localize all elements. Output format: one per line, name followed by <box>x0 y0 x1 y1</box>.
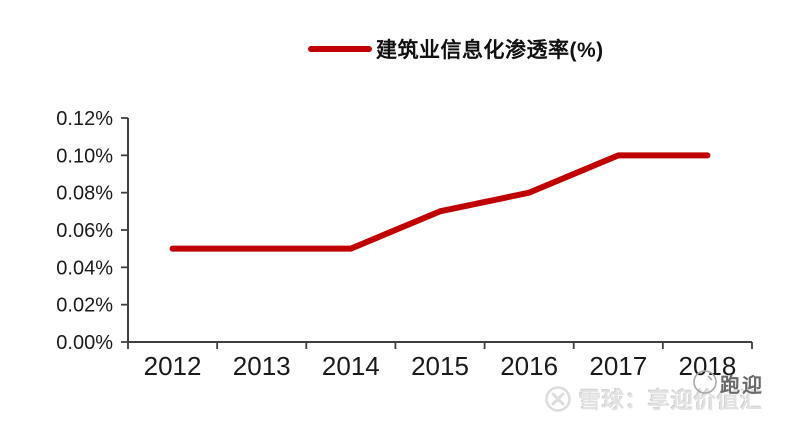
legend-line-swatch <box>308 46 372 52</box>
watermark-text: 雪球：享迎价值汇 <box>579 388 764 413</box>
watermark: 雪球：享迎价值汇 <box>544 383 763 415</box>
x-axis-tick-label: 2012 <box>144 351 202 381</box>
legend-label: 建筑业信息化渗透率(%) <box>376 39 604 62</box>
overlay-watermark-text: 跑迎 <box>720 375 764 397</box>
overlay-watermark: 跑迎 <box>692 369 764 398</box>
series-line <box>169 152 711 252</box>
x-axis-tick-label: 2017 <box>589 351 647 381</box>
x-axis-tick-label: 2015 <box>411 351 469 381</box>
x-axis-tick-label: 2014 <box>322 351 380 381</box>
y-axis-tick-label: 0.04% <box>56 257 113 279</box>
xueqiu-logo-icon <box>545 386 571 412</box>
y-axis-tick-label: 0.06% <box>56 220 113 242</box>
overlay-circle-icon <box>693 370 717 394</box>
y-axis-tick-label: 0.12% <box>56 108 113 130</box>
y-axis-tick-label: 0.02% <box>56 295 113 317</box>
x-axis-tick-label: 2016 <box>500 351 558 381</box>
y-axis-tick-label: 0.00% <box>56 332 113 354</box>
y-axis-tick-label: 0.10% <box>56 145 113 167</box>
x-axis-tick-label: 2018 <box>679 351 737 381</box>
chart-legend: 建筑业信息化渗透率(%) <box>308 37 604 62</box>
x-axis-tick-label: 2013 <box>233 351 291 381</box>
y-axis-tick-label: 0.08% <box>56 183 113 205</box>
